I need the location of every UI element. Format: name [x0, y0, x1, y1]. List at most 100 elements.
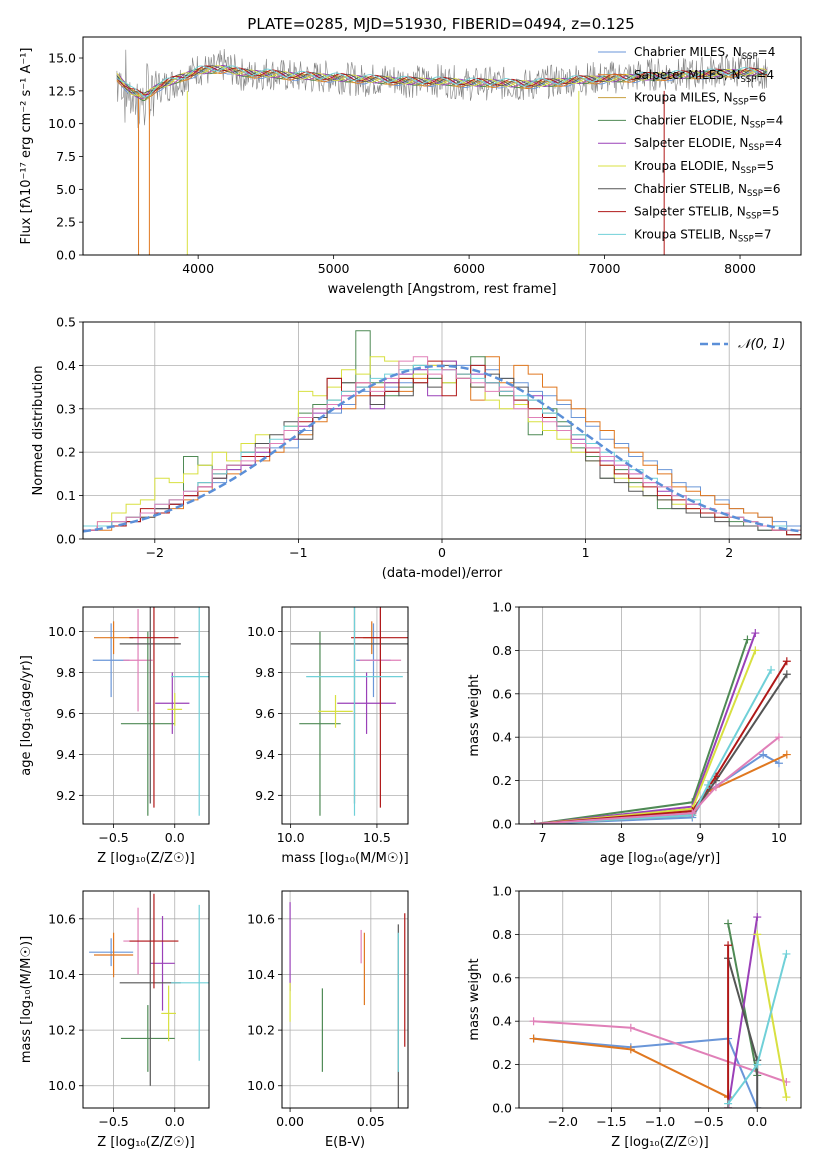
- x-tick-label: −2: [146, 545, 164, 560]
- marker: [751, 646, 760, 655]
- x-tick-label: 2: [725, 545, 733, 560]
- age-vs-mass-panel: 10.0 10.5 9.2 9.4 9.6 9.8 10.0 mass [log₁₀(M/M☉…: [247, 606, 409, 866]
- y-tick-label: 1.0: [492, 884, 512, 899]
- legend-text: =4: [758, 45, 776, 59]
- y-tick-label: 2.5: [56, 215, 76, 230]
- y-axis-label: mass [log₁₀(M/M☉)]: [19, 936, 34, 1063]
- y-tick-label: 10.4: [48, 967, 76, 982]
- legend-text: Kroupa STELIB, N: [634, 227, 738, 241]
- y-tick-label: 15.0: [48, 51, 76, 66]
- mass-vs-metallicity-panel: −0.5 0.0 10.0 10.2 10.4 10.6 Z [log₁₀(Z/Z☉)] ma…: [19, 890, 210, 1150]
- marker: [782, 750, 791, 759]
- x-tick-label: 7: [539, 830, 547, 845]
- model-spectrum: [116, 65, 768, 96]
- legend-text: Salpeter ELODIE, N: [634, 136, 748, 150]
- spectrum-panel: 4000 5000 6000 7000 8000 0.0 2.5 5.0 7.5 10.0 12.5…: [19, 36, 802, 297]
- y-axis-label: age [log₁₀(age/yr)]: [19, 655, 34, 776]
- y-tick-label: 0.2: [56, 445, 76, 460]
- marker: [782, 670, 791, 679]
- y-tick-label: 10.6: [247, 911, 275, 926]
- x-tick-label: 0.0: [747, 1114, 767, 1129]
- y-tick-label: 0.4: [492, 1014, 512, 1029]
- weight-series-line: [534, 669, 772, 824]
- x-axis-label: wavelength [Angstrom, rest frame]: [328, 282, 557, 297]
- y-tick-label: 0.5: [56, 315, 76, 330]
- model-spectrum: [116, 65, 768, 99]
- axes-frame: [518, 606, 802, 825]
- plot-area: [530, 629, 791, 824]
- legend-subscript: SSP: [738, 234, 754, 244]
- plot-area: [289, 902, 406, 1108]
- axes-frame: [82, 606, 210, 825]
- y-axis-label: mass weight: [467, 674, 482, 756]
- model-spectrum: [116, 65, 768, 99]
- x-tick-label: 8000: [724, 261, 756, 276]
- weight-series-line: [534, 673, 788, 824]
- x-tick-label: 0.0: [165, 830, 185, 845]
- axes-frame: [518, 890, 802, 1109]
- legend-subscript: SSP: [746, 212, 762, 222]
- weight-series-line: [534, 660, 788, 824]
- weight-series-line: [533, 1037, 759, 1108]
- plot-area: [290, 607, 408, 816]
- plot-area: [92, 607, 209, 816]
- plot-area: [89, 891, 209, 1086]
- marker: [782, 949, 791, 958]
- y-tick-label: 0.6: [492, 970, 512, 985]
- y-axis-label: Flux [fλ10⁻¹⁷ erg cm⁻² s⁻¹ A⁻¹]: [19, 48, 34, 245]
- x-tick-label: 5000: [318, 261, 350, 276]
- y-axis-label: mass weight: [467, 958, 482, 1040]
- x-tick-label: −1: [289, 545, 307, 560]
- legend-text: =4: [764, 136, 782, 150]
- x-tick-label: 4000: [182, 261, 214, 276]
- y-tick-label: 0.1: [56, 488, 76, 503]
- y-tick-label: 9.8: [255, 665, 275, 680]
- mass-weight-vs-age-panel: 7 8 9 10 0.0 0.2 0.4 0.6 0.8 1.0 age [log₁₀(age/yr…: [467, 600, 802, 866]
- legend-text: Kroupa ELODIE, N: [634, 159, 741, 173]
- legend-label: Salpeter ELODIE, NSSP=4: [634, 136, 782, 153]
- y-tick-label: 12.5: [48, 83, 76, 98]
- ebv-panel: 0.00 0.05 10.0 10.2 10.4 10.6 E(B-V): [247, 890, 409, 1150]
- y-tick-label: 0.3: [56, 401, 76, 416]
- plot-area: [83, 330, 801, 539]
- legend-label: Chabrier STELIB, NSSP=6: [634, 182, 781, 199]
- y-tick-label: 1.0: [492, 600, 512, 615]
- y-tick-label: 0.0: [492, 1101, 512, 1116]
- legend-subscript: SSP: [741, 166, 757, 176]
- legend-text: Salpeter MILES, N: [634, 68, 741, 82]
- marker: [759, 750, 768, 759]
- legend-subscript: SSP: [741, 75, 757, 85]
- y-tick-label: 0.4: [492, 730, 512, 745]
- legend-subscript: SSP: [733, 98, 749, 108]
- legend-label: 𝒩(0, 1): [738, 337, 785, 352]
- model-spectrum: [116, 67, 768, 99]
- weight-series-line: [756, 934, 788, 1098]
- legend-subscript: SSP: [750, 120, 766, 130]
- weight-series-line: [534, 632, 757, 824]
- marker: [753, 1104, 762, 1108]
- y-tick-label: 9.2: [255, 788, 275, 803]
- axes-frame: [281, 890, 409, 1109]
- axes-frame: [82, 321, 802, 540]
- x-axis-label: Z [log₁₀(Z/Z☉)]: [97, 851, 194, 866]
- x-tick-label: 6000: [453, 261, 485, 276]
- legend-label: Chabrier ELODIE, NSSP=4: [634, 113, 783, 130]
- legend-subscript: SSP: [748, 143, 764, 153]
- x-tick-label: −1.0: [645, 1114, 675, 1129]
- y-tick-label: 0.2: [492, 773, 512, 788]
- y-tick-label: 0.0: [492, 817, 512, 832]
- legend-text: =5: [756, 159, 774, 173]
- legend-text: Chabrier MILES, N: [634, 45, 742, 59]
- y-tick-label: 10.0: [48, 116, 76, 131]
- x-tick-label: 0.0: [165, 1114, 185, 1129]
- x-tick-label: 0: [438, 545, 446, 560]
- y-tick-label: 0.8: [492, 643, 512, 658]
- marker: [774, 759, 783, 768]
- legend-text: Salpeter STELIB, N: [634, 205, 746, 219]
- y-tick-label: 10.0: [48, 1078, 76, 1093]
- y-tick-label: 10.6: [48, 911, 76, 926]
- x-tick-label: −0.5: [98, 830, 128, 845]
- x-tick-label: −2.0: [548, 1114, 578, 1129]
- residual-histogram-panel: −2 −1 0 1 2 0.0 0.1 0.2 0.3 0.4 0.5 (data-model)/er…: [31, 315, 802, 581]
